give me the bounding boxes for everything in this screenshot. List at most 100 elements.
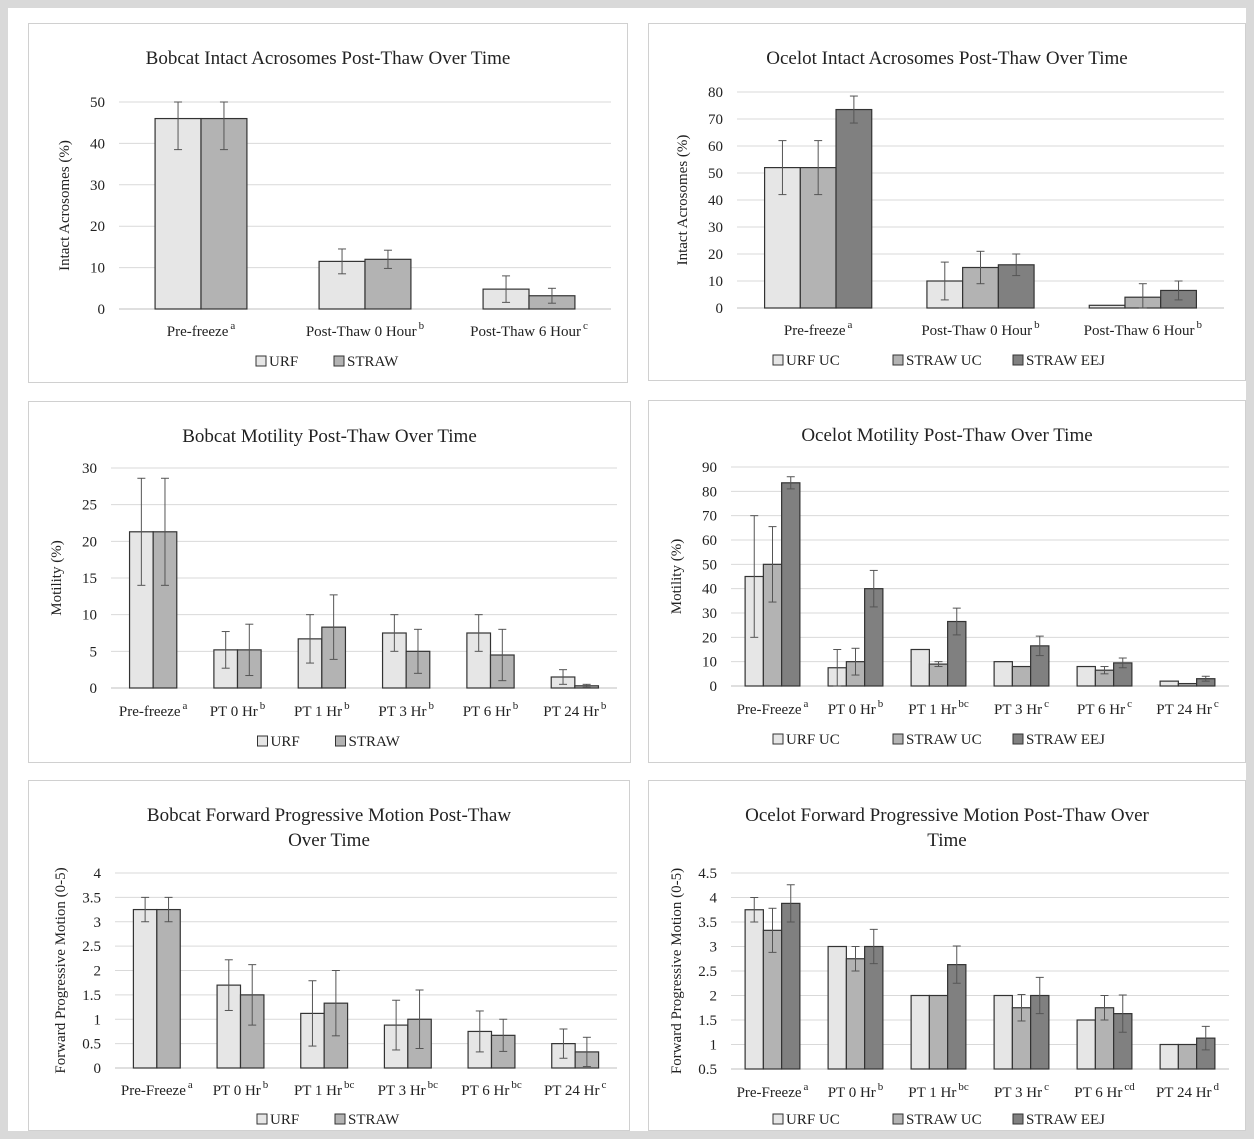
y-tick-label: 0: [94, 1061, 102, 1077]
bar-straw-uc-pt-1-hr: [928, 663, 949, 687]
x-tick-superscript: c: [1044, 698, 1049, 710]
y-tick-label: 10: [702, 655, 717, 671]
legend-label: URF: [270, 1112, 299, 1128]
bar-urf-pre-freeze: [132, 908, 158, 1069]
x-tick-text: PT 0 Hr: [828, 1085, 876, 1101]
x-tick-text: Pre-Freeze: [737, 702, 802, 718]
x-tick-superscript: a: [183, 700, 188, 712]
y-tick-label: 4.5: [698, 866, 717, 882]
x-tick-text: PT 3 Hr: [994, 702, 1042, 718]
chart-ocelot-intact-acrosomes-post-thaw-over-time: Ocelot Intact Acrosomes Post-Thaw Over T…: [675, 48, 1224, 369]
y-tick-label: 30: [708, 220, 723, 236]
bar-straw-uc-pt-0-hr: [845, 958, 866, 1070]
y-tick-label: 70: [702, 509, 717, 525]
y-tick-label: 1: [94, 1012, 102, 1028]
x-tick-label: Post-Thaw 6 Hour b: [1084, 319, 1203, 339]
x-tick-superscript: b: [419, 320, 425, 332]
x-tick-label: Pre-freeze a: [119, 700, 188, 720]
x-tick-text: PT 24 Hr: [1156, 702, 1212, 718]
chart-title: Bobcat Intact Acrosomes Post-Thaw Over T…: [146, 48, 511, 69]
legend-swatch: [257, 735, 268, 747]
y-tick-label: 3.5: [698, 915, 717, 931]
y-tick-label: 90: [702, 460, 717, 476]
x-tick-text: Post-Thaw 0 Hour: [306, 324, 417, 340]
x-tick-label: PT 1 Hr bc: [294, 1079, 355, 1099]
x-tick-superscript: bc: [511, 1079, 522, 1091]
legend-item-urf-uc: URF UC: [772, 353, 840, 369]
bar-urf-uc-pt-0-hr: [827, 945, 847, 1070]
y-tick-label: 40: [702, 582, 717, 598]
bar-urf-pre-freeze: [154, 117, 202, 310]
bar-urf-uc-pt-6-hr: [1076, 1019, 1096, 1070]
y-tick-label: 0: [90, 681, 98, 697]
y-tick-label: 5: [90, 644, 98, 660]
chart-title: Ocelot Forward Progressive Motion Post-T…: [745, 805, 1149, 826]
x-tick-superscript: a: [230, 320, 235, 332]
x-tick-label: Pre-freeze a: [784, 319, 853, 339]
x-tick-superscript: b: [263, 1079, 269, 1091]
legend-label: STRAW: [348, 1112, 400, 1128]
y-axis-label: Intact Acrosomes (%): [675, 135, 691, 266]
bar-urf-uc-pre-freeze: [744, 909, 764, 1070]
y-tick-label: 1: [710, 1038, 718, 1054]
legend-label: URF: [269, 354, 298, 370]
legend-label: STRAW EEJ: [1026, 353, 1105, 369]
x-tick-text: PT 24 Hr: [544, 1083, 600, 1099]
bar-straw-uc-pt-24-hr: [1177, 1043, 1198, 1070]
x-tick-label: PT 24 Hr c: [544, 1079, 607, 1099]
legend-item-straw: STRAW: [333, 354, 399, 370]
x-tick-label: PT 6 Hr b: [463, 700, 519, 720]
bar-urf-uc-pt-6-hr: [1076, 665, 1096, 687]
legend-swatch: [335, 735, 346, 747]
legend-swatch: [1012, 733, 1024, 745]
y-axis-label: Intact Acrosomes (%): [57, 140, 73, 271]
x-tick-text: PT 6 Hr: [461, 1083, 509, 1099]
legend-item-straw: STRAW: [335, 734, 401, 750]
x-tick-label: Pre-freeze a: [167, 320, 236, 340]
x-tick-superscript: b: [878, 1081, 884, 1093]
legend-swatch: [334, 1113, 346, 1125]
figure-page: Bobcat Intact Acrosomes Post-Thaw Over T…: [8, 8, 1246, 1131]
x-tick-superscript: a: [848, 319, 853, 331]
legend-label: STRAW: [347, 354, 399, 370]
y-tick-label: 50: [708, 166, 723, 182]
legend-item-urf: URF: [256, 1112, 299, 1128]
x-tick-text: PT 0 Hr: [213, 1083, 261, 1099]
x-tick-superscript: c: [583, 320, 588, 332]
x-tick-text: PT 6 Hr: [1077, 702, 1125, 718]
x-tick-label: PT 3 Hr c: [994, 1081, 1049, 1101]
x-tick-superscript: b: [878, 698, 884, 710]
legend-label: URF UC: [786, 353, 840, 369]
x-tick-superscript: d: [1214, 1081, 1220, 1093]
legend-label: URF: [271, 734, 300, 750]
chart-ocelot-forward-progressive-motion-post-thaw-over-time: Ocelot Forward Progressive Motion Post-T…: [669, 805, 1229, 1128]
y-tick-label: 20: [82, 534, 97, 550]
chart-panel-bobcat-fpm: Bobcat Forward Progressive Motion Post-T…: [28, 780, 630, 1131]
x-tick-label: PT 1 Hr bc: [908, 1081, 969, 1101]
legend-swatch: [772, 733, 784, 745]
x-tick-label: PT 6 Hr bc: [461, 1079, 522, 1099]
x-tick-text: PT 24 Hr: [543, 704, 599, 720]
y-tick-label: 20: [708, 247, 723, 263]
x-tick-text: Pre-freeze: [784, 323, 846, 339]
bar-urf-uc-pt-3-hr: [993, 661, 1013, 687]
bar-urf-uc-pt-1-hr: [910, 994, 930, 1070]
legend-swatch: [256, 1113, 268, 1125]
x-tick-superscript: c: [1214, 698, 1219, 710]
y-tick-label: 2: [710, 989, 718, 1005]
legend-swatch: [892, 733, 904, 745]
y-tick-label: 15: [82, 571, 97, 587]
chart-title: Time: [927, 830, 966, 851]
y-tick-label: 1.5: [82, 988, 101, 1004]
x-tick-superscript: b: [1034, 319, 1040, 331]
x-tick-text: Post-Thaw 6 Hour: [470, 324, 581, 340]
legend-item-urf: URF: [257, 734, 300, 750]
x-tick-superscript: bc: [344, 1079, 355, 1091]
legend-item-straw-uc: STRAW UC: [892, 732, 982, 748]
chart-title: Ocelot Intact Acrosomes Post-Thaw Over T…: [766, 48, 1127, 69]
legend-item-straw-eej: STRAW EEJ: [1012, 1112, 1105, 1128]
y-tick-label: 30: [82, 461, 97, 477]
y-tick-label: 30: [702, 606, 717, 622]
x-tick-label: Pre-Freeze a: [737, 1081, 809, 1101]
bar-urf-uc-pt-24-hr: [1159, 1043, 1179, 1070]
